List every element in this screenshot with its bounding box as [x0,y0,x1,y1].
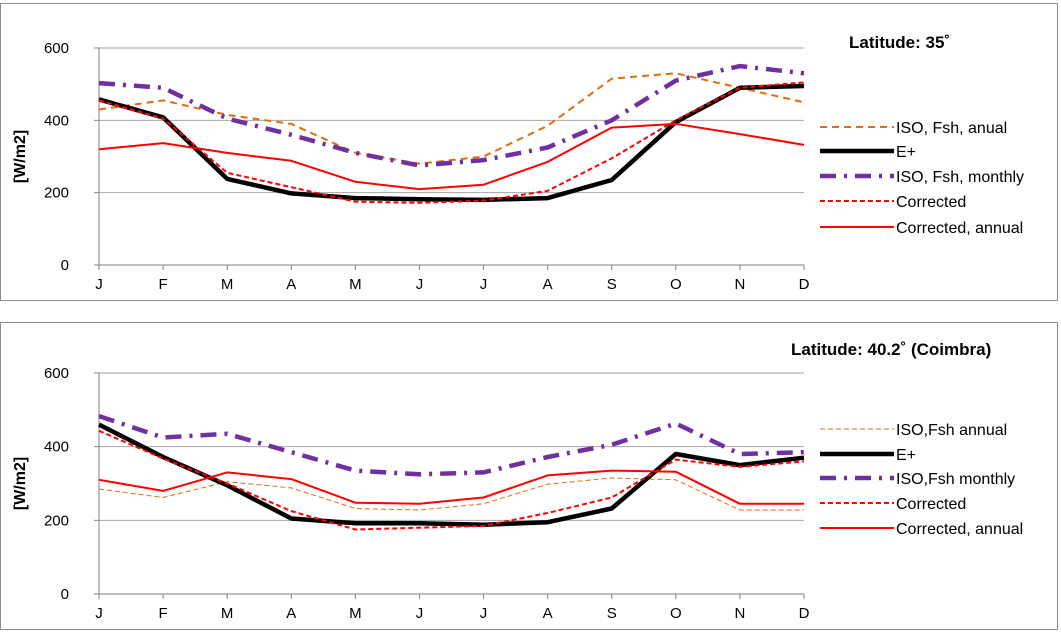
x-tick-label: J [416,605,424,622]
y-tick-label: 200 [44,185,69,202]
legend-label-4: Corrected, annual [896,220,1023,237]
x-tick-label: O [670,605,682,622]
chart-panel-latitude-40: 0 200 400 600 J F M A M J J A S O N D Latitude: 40.2˚ (C… [0,322,1058,630]
y-tick-label: 200 [44,512,69,529]
series-line-4 [98,469,804,505]
x-tick-label: D [799,276,810,293]
chart-title: Latitude: 40.2˚ (Coimbra) [791,340,991,359]
x-tick-label: S [607,276,617,293]
x-tick-label: D [799,605,810,622]
series-line-2 [98,63,805,168]
legend-label-3: Corrected [896,496,966,513]
legend-label-1: E+ [896,447,916,464]
legend-label-1: E+ [896,144,916,161]
x-tick-label: O [670,276,682,293]
line-chart-latitude-40: 0 200 400 600 J F M A M J J A S O N D Latitude: 40.2˚ (C… [12,340,1023,622]
series-line-2 [98,413,805,477]
x-tick-label: J [95,276,103,293]
x-tick-label: M [221,605,234,622]
x-tick-label: N [734,276,745,293]
x-tick-label: M [221,276,234,293]
series-line-1 [98,83,805,203]
chart-panel-latitude-35: 0 200 400 600 J F M A M J J A S O N D Latitude: 35˚ [W/m2… [0,3,1058,301]
x-tick-label: J [480,276,488,293]
x-tick-label: A [286,605,296,622]
series-line-0 [98,72,805,165]
x-tick-label: F [159,605,168,622]
legend-label-4: Corrected, annual [896,521,1023,538]
y-tick-label: 600 [44,40,69,57]
x-tick-label: A [543,605,553,622]
x-tick-label: M [349,276,362,293]
y-tick-label: 400 [44,112,69,129]
x-tick-label: N [734,605,745,622]
line-chart-latitude-35: 0 200 400 600 J F M A M J J A S O N D Latitude: 35˚ [W/m2… [12,33,1024,293]
chart-title: Latitude: 35˚ [849,33,950,52]
y-axis-label: [W/m2] [12,457,29,510]
x-tick-label: J [95,605,103,622]
y-tick-label: 0 [61,586,69,603]
legend-label-3: Corrected [896,194,966,211]
legend-label-0: ISO,Fsh annual [896,422,1007,439]
series-line-4 [98,122,805,191]
x-tick-label: A [286,276,296,293]
series-line-3 [98,429,805,531]
series-line-1 [97,422,805,528]
x-tick-label: J [416,276,424,293]
y-axis-label: [W/m2] [12,130,29,183]
x-tick-label: J [480,605,488,622]
y-tick-label: 600 [44,365,69,382]
series-line-3 [98,81,805,204]
y-tick-label: 0 [61,257,69,274]
x-tick-label: M [349,605,362,622]
y-tick-label: 400 [44,439,69,456]
legend-label-2: ISO, Fsh, monthly [896,169,1024,186]
legend-label-0: ISO, Fsh, anual [896,120,1007,137]
legend-label-2: ISO,Fsh monthly [896,471,1015,488]
x-tick-label: F [159,276,168,293]
x-tick-label: A [543,276,553,293]
x-tick-label: S [607,605,617,622]
